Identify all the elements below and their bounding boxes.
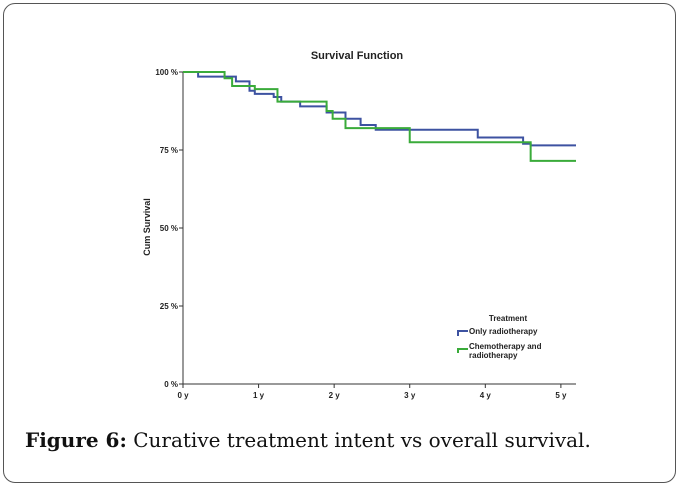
y-tick-label: 50 % bbox=[160, 224, 178, 233]
y-tick-label: 75 % bbox=[160, 146, 178, 155]
caption-text: Curative treatment intent vs overall sur… bbox=[126, 428, 591, 452]
legend-swatch bbox=[457, 348, 468, 353]
figure-caption: Figure 6: Curative treatment intent vs o… bbox=[25, 428, 665, 452]
series-line-only-radiotherapy bbox=[183, 71, 576, 147]
y-tick-label: 25 % bbox=[160, 302, 178, 311]
x-tick-label: 5 y bbox=[555, 391, 567, 400]
y-tick-label: 0 % bbox=[164, 380, 178, 389]
y-tick-label: 100 % bbox=[155, 68, 178, 77]
caption-label: Figure 6: bbox=[25, 428, 127, 452]
x-tick-label: 1 y bbox=[253, 391, 265, 400]
figure-frame bbox=[3, 3, 676, 483]
legend-entry: Chemotherapy and radiotherapy bbox=[469, 342, 542, 360]
x-tick-label: 0 y bbox=[177, 391, 189, 400]
x-tick-label: 3 y bbox=[404, 391, 416, 400]
x-tick-label: 4 y bbox=[480, 391, 492, 400]
series-line-chemo-radiotherapy bbox=[183, 71, 576, 162]
legend-swatch bbox=[457, 330, 468, 336]
x-tick-label: 2 y bbox=[329, 391, 341, 400]
chart-title: Survival Function bbox=[311, 50, 404, 62]
y-axis-label: Cum Survival bbox=[142, 198, 152, 256]
survival-chart: Survival Function Cum Survival 0 % 25 % 50… bbox=[142, 50, 576, 400]
legend-entry: Only radiotherapy bbox=[469, 327, 538, 336]
legend-title: Treatment bbox=[489, 314, 528, 323]
